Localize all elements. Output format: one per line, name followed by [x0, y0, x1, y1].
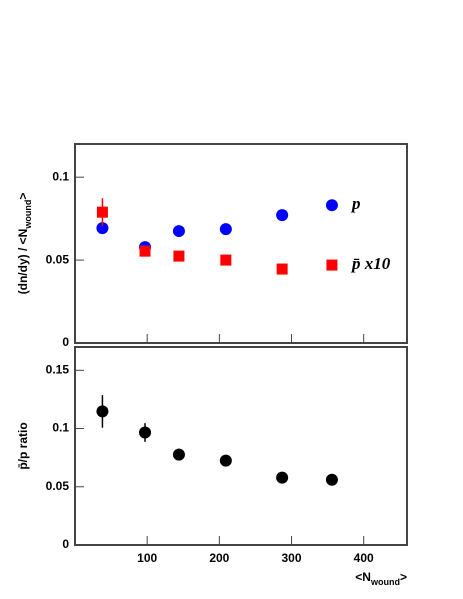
x-axis-label: <Nwound>	[355, 570, 407, 587]
y-axis-label: p̄/p ratio	[16, 422, 30, 469]
y-tick-label: 0	[62, 537, 69, 551]
marker	[276, 209, 289, 222]
y-axis-label: (dn/dy) / <Nwound>	[16, 193, 33, 295]
marker	[219, 223, 232, 236]
y-tick-label: 0.1	[52, 169, 69, 183]
x-axis-label-part: <N	[355, 570, 371, 584]
x-axis-label-part: wound	[370, 577, 400, 587]
marker	[96, 206, 108, 218]
marker	[325, 473, 338, 486]
y-tick-label: 0.05	[46, 479, 70, 493]
series-label: p̄ x10	[350, 254, 391, 273]
x-tick-label: 300	[282, 551, 302, 565]
x-tick-label: 400	[354, 551, 374, 565]
y-axis-label-part: wound	[23, 200, 33, 230]
marker	[139, 245, 151, 257]
plot-frame	[74, 346, 408, 546]
y-tick-label: 0	[62, 335, 69, 349]
plot-frame	[74, 143, 408, 344]
marker	[139, 426, 152, 439]
marker	[326, 259, 338, 271]
marker	[172, 225, 185, 238]
x-axis-label-part: >	[400, 570, 407, 584]
marker	[220, 254, 232, 266]
y-axis-label-part: (dn/dy) / <N	[16, 229, 30, 295]
y-tick-label: 0.1	[52, 421, 69, 435]
marker	[173, 250, 185, 262]
marker	[276, 471, 289, 484]
marker	[325, 199, 338, 212]
y-axis-label-part: p̄/p ratio	[16, 422, 30, 469]
marker	[96, 222, 109, 235]
y-axis-label-part: >	[16, 193, 30, 200]
x-tick-label: 200	[209, 551, 229, 565]
series-label: p	[350, 194, 361, 213]
y-tick-label: 0.15	[46, 362, 70, 376]
marker	[219, 454, 232, 467]
marker	[276, 263, 288, 275]
x-tick-label: 100	[137, 551, 157, 565]
marker	[172, 448, 185, 461]
marker	[96, 405, 109, 418]
y-tick-label: 0.05	[46, 252, 70, 266]
